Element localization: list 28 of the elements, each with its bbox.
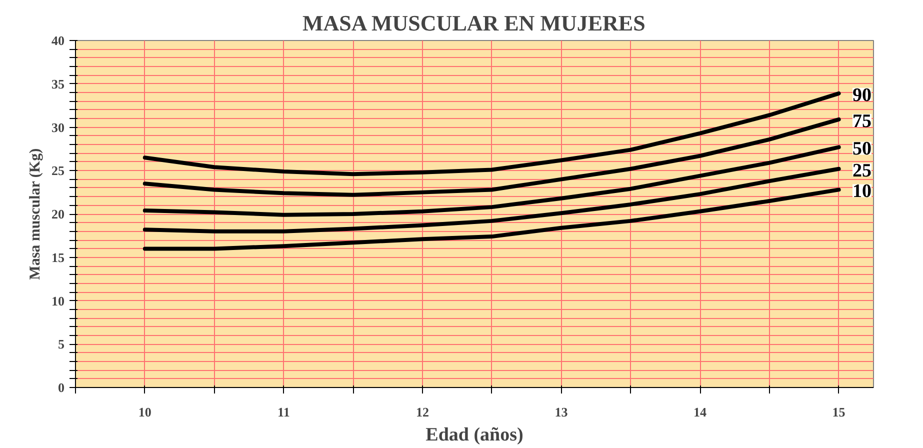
y-tick-label: 5 (58, 336, 65, 352)
x-tick-label: 13 (554, 404, 568, 420)
x-tick-label: 15 (832, 404, 846, 420)
line-series (142, 166, 841, 234)
series-label: 50 (852, 138, 872, 160)
series-label: 90 (852, 84, 872, 106)
line-series (142, 188, 841, 251)
y-tick-label: 20 (52, 206, 64, 222)
x-tick-label: 11 (278, 404, 290, 420)
x-tick-label: 10 (138, 404, 152, 420)
y-tick-label: 40 (52, 33, 64, 48)
y-tick-label: 25 (52, 163, 65, 178)
y-tick-label: 0 (58, 380, 64, 395)
series-label: 25 (852, 160, 872, 182)
line-series (142, 145, 841, 217)
line-series (142, 117, 841, 197)
series-label: 10 (852, 181, 872, 202)
x-tick-label: 14 (694, 404, 708, 420)
y-tick-label: 35 (52, 76, 65, 92)
line-series (142, 91, 841, 176)
series-label: 75 (852, 110, 872, 132)
y-tick-label: 10 (52, 293, 64, 308)
y-tick-label: 30 (52, 120, 64, 135)
y-tick-label: 15 (52, 250, 65, 265)
x-axis-title: Edad (años) (426, 424, 524, 446)
chart-title: MASA MUSCULAR EN MUJERES (302, 10, 646, 36)
y-axis-title: Masa muscular (Kg) (28, 148, 44, 280)
x-tick-label: 12 (416, 404, 429, 420)
